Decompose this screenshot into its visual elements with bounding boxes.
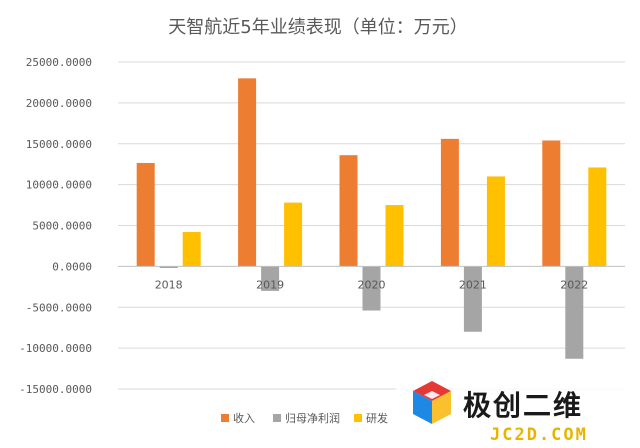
y-tick-label: 20000.0000 bbox=[26, 97, 92, 110]
bar-rnd-2018 bbox=[182, 232, 201, 267]
y-tick-label: -10000.0000 bbox=[19, 342, 92, 355]
x-tick-label: 2021 bbox=[459, 278, 487, 291]
watermark-subtext: JC2D.COM bbox=[490, 425, 588, 445]
bar-net-profit-2019 bbox=[261, 266, 280, 291]
y-tick-label: 10000.0000 bbox=[26, 179, 92, 192]
chart-title: 天智航近5年业绩表现（单位：万元） bbox=[168, 17, 467, 38]
bar-net-profit-2021 bbox=[463, 266, 482, 332]
y-tick-label: -5000.0000 bbox=[26, 301, 92, 314]
bar-net-profit-2018 bbox=[159, 266, 178, 269]
bar-income-2021 bbox=[440, 138, 459, 267]
bar-income-2020 bbox=[339, 155, 358, 267]
x-axis-ticks: 2018 2019 2020 2021 2022 bbox=[155, 278, 589, 291]
legend-label-rnd: 研发 bbox=[366, 411, 388, 425]
bar-net-profit-2022 bbox=[565, 266, 584, 359]
bar-rnd-2022 bbox=[588, 167, 607, 267]
legend-swatch-net-profit bbox=[273, 414, 281, 422]
bars bbox=[136, 78, 607, 359]
watermark: 极创二维 JC2D.COM bbox=[396, 375, 640, 448]
y-tick-label: 0.0000 bbox=[52, 260, 92, 273]
y-tick-label: -15000.0000 bbox=[19, 383, 92, 396]
legend: 收入 归母净利润 研发 bbox=[221, 411, 388, 425]
bar-income-2018 bbox=[136, 162, 155, 267]
x-tick-label: 2018 bbox=[155, 278, 183, 291]
bar-rnd-2019 bbox=[284, 202, 303, 267]
bar-rnd-2021 bbox=[486, 176, 505, 267]
y-tick-label: 25000.0000 bbox=[26, 56, 92, 69]
x-tick-label: 2020 bbox=[358, 278, 386, 291]
x-tick-label: 2022 bbox=[560, 278, 588, 291]
x-tick-label: 2019 bbox=[256, 278, 284, 291]
y-tick-label: 5000.0000 bbox=[32, 220, 92, 233]
bar-net-profit-2020 bbox=[362, 266, 381, 311]
watermark-text: 极创二维 bbox=[463, 389, 583, 422]
cube-logo-icon bbox=[413, 381, 451, 424]
legend-label-income: 收入 bbox=[233, 411, 255, 425]
y-axis-ticks: 25000.0000 20000.0000 15000.0000 10000.0000… bbox=[19, 56, 92, 396]
legend-swatch-rnd bbox=[354, 414, 362, 422]
legend-label-net-profit: 归母净利润 bbox=[285, 411, 340, 425]
bar-income-2022 bbox=[542, 140, 561, 267]
y-tick-label: 15000.0000 bbox=[26, 138, 92, 151]
bar-income-2019 bbox=[238, 78, 257, 267]
legend-swatch-income bbox=[221, 414, 229, 422]
bar-rnd-2020 bbox=[385, 205, 404, 267]
